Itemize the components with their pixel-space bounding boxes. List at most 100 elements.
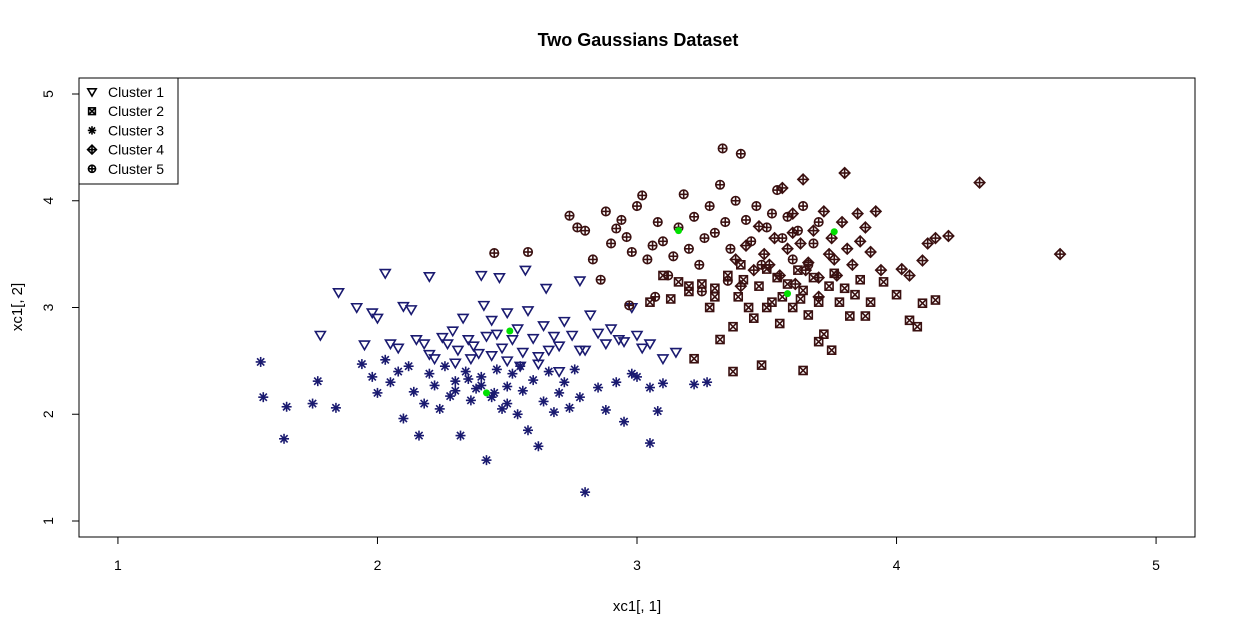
cluster-1-point [511,324,525,336]
cluster-1-point [428,354,441,366]
cluster-5-point [722,275,733,286]
cluster-3-point [580,487,591,498]
cluster-5-point [756,259,767,270]
cluster-2-point [826,345,837,355]
cluster-1-point [474,270,488,282]
cluster-5-point [489,248,500,259]
cluster-1-point [516,347,530,359]
legend-label: Cluster 3 [108,122,164,138]
cluster-2-point [665,294,676,304]
cluster-3-point [424,368,435,379]
cluster-3-point [574,392,585,403]
cluster-2-point [748,313,759,323]
cluster-5-point [616,214,627,226]
cluster-5-point [730,195,741,206]
cluster-2-point [710,292,720,302]
cluster-5-point [626,246,637,258]
y-tick-label: 3 [40,303,56,311]
cluster-1-point [552,341,566,353]
legend-label: Cluster 2 [108,103,164,119]
cluster-3-point [434,403,445,414]
cluster-1-point [358,340,371,352]
cluster-4-point [895,262,909,276]
cluster-1-point [332,288,345,299]
cluster-5-point [751,201,762,212]
cluster-2-point [839,283,850,294]
cluster-4-point [835,215,849,229]
cluster-3-point [522,425,533,436]
cluster-2-point [798,365,808,376]
cluster-5-point [600,206,611,217]
cluster-1-point [485,350,499,362]
cluster-4-point [812,271,826,284]
cluster-3-point [632,371,642,382]
cluster-3-point [491,364,502,375]
cluster-1-point [531,352,545,363]
cluster-4-point [817,205,831,218]
cluster-1-point [669,347,683,359]
cluster-1-point [480,331,493,343]
cluster-3-point [515,361,526,372]
cluster-1-point [371,313,384,325]
cluster-1-point [630,330,644,342]
legend: Cluster 1 Cluster 2 Cluster 3 Cluster 4 Clus… [78,77,179,185]
cluster-4-point [921,237,935,250]
cluster-4-point [775,181,789,195]
cluster-5-point [611,223,622,234]
cluster-4-point [757,247,771,261]
cluster-2-point [917,298,928,309]
cluster-4-point [864,245,877,259]
cluster-3-point [502,398,513,409]
cluster-1-point [565,330,579,342]
y-axis-label: xc1[, 2] [9,283,26,331]
cluster-2-point [754,281,764,291]
centroid-point [506,327,514,335]
cluster-3-point [644,382,655,393]
cluster-5-point [595,274,606,285]
cluster-5-point [782,211,793,222]
cluster-5-point [777,233,788,244]
cluster-3-point [538,396,549,407]
cluster-2-point [904,315,915,326]
cluster-2-point [715,334,725,345]
cluster-5-point [647,240,658,251]
cluster-5-point [715,179,726,190]
cluster-5-point [605,238,617,249]
cluster-5-point [668,251,679,262]
x-axis-label: xc1[, 1] [613,598,661,615]
cluster-4-point [781,242,794,256]
cluster-5-point [735,148,746,159]
cluster-5-point [587,254,598,265]
cluster-5-point [683,243,694,254]
cluster-5-point [766,208,778,219]
cluster-1-point [506,334,519,346]
cluster-5-point [704,201,715,212]
cluster-3-point [528,375,539,386]
cluster-3-point [569,364,580,375]
y-axis: 1 2 3 4 5 [40,90,80,525]
cluster-5-point [808,238,819,249]
cluster-2-point [891,289,902,300]
cluster-3-point [255,356,266,367]
legend-marker [87,107,97,116]
cluster-3-point [413,430,424,441]
cluster-2-point [819,329,829,339]
cluster-3-point [356,359,367,370]
cluster-2-point [930,295,941,305]
cluster-4-point [794,237,807,250]
cluster-1-point [456,313,470,325]
cluster-4-point [786,226,800,240]
cluster-2-point [834,297,845,307]
cluster-5-point [787,254,798,265]
cluster-1-point [500,356,514,368]
cluster-4-point [840,242,854,256]
cluster-2-point [743,302,754,313]
cluster-2-point [689,353,699,364]
cluster-1-point [542,345,556,357]
cluster-2-point [813,336,824,347]
cluster-5-point [798,201,809,212]
cluster-4-point [903,269,916,282]
legend-marker [87,164,97,174]
cluster-3-point [559,377,570,388]
